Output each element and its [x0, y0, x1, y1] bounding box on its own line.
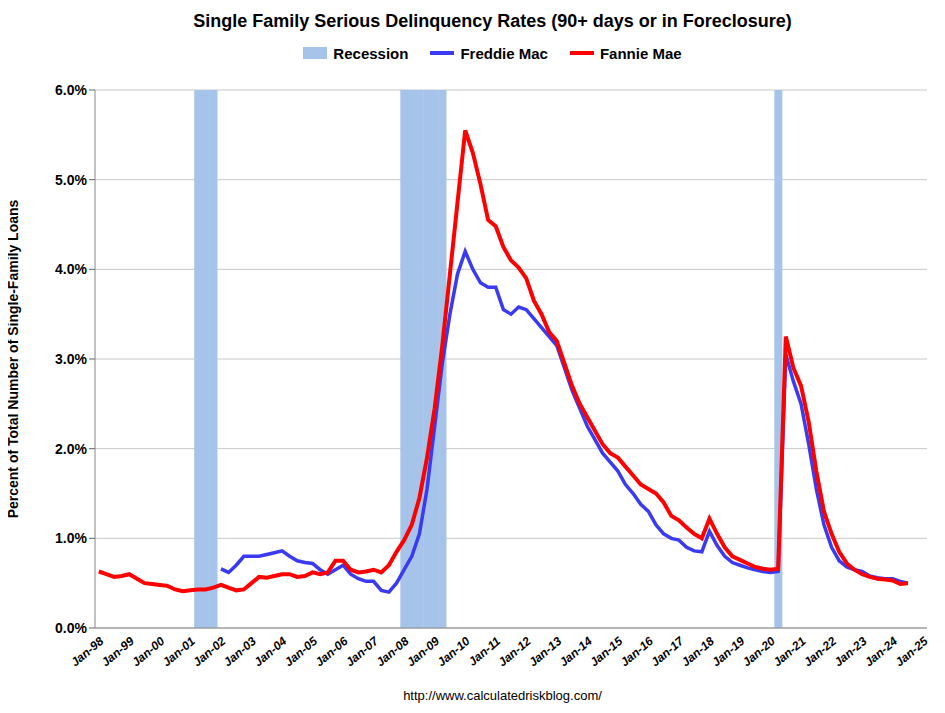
- svg-text:Jan-08: Jan-08: [373, 634, 411, 669]
- svg-text:Jan-23: Jan-23: [831, 634, 869, 669]
- svg-text:Jan-18: Jan-18: [679, 634, 717, 669]
- svg-text:0.0%: 0.0%: [55, 620, 87, 636]
- svg-text:Percent of Total Number of Sin: Percent of Total Number of Single-Family…: [8, 199, 21, 518]
- svg-text:Jan-01: Jan-01: [160, 634, 198, 669]
- svg-text:3.0%: 3.0%: [55, 351, 87, 367]
- svg-text:Jan-24: Jan-24: [862, 634, 900, 669]
- svg-text:Jan-25: Jan-25: [892, 634, 930, 669]
- svg-text:1.0%: 1.0%: [55, 530, 87, 546]
- html-text:Recession: Recession: [333, 44, 409, 62]
- svg-text:Jan-17: Jan-17: [648, 633, 687, 669]
- svg-text:Jan-03: Jan-03: [221, 634, 259, 669]
- svg-text:Jan-05: Jan-05: [282, 634, 320, 669]
- html-text:Freddie Mac: Freddie Mac: [460, 44, 548, 62]
- svg-text:Jan-12: Jan-12: [496, 634, 534, 669]
- svg-text:Jan-02: Jan-02: [190, 634, 228, 669]
- svg-text:2.0%: 2.0%: [55, 441, 87, 457]
- svg-text:Jan-10: Jan-10: [434, 634, 472, 669]
- html-text:Fannie Mae: Fannie Mae: [599, 44, 682, 62]
- svg-text:Jan-04: Jan-04: [251, 634, 289, 669]
- svg-text:Jan-11: Jan-11: [466, 634, 504, 669]
- svg-text:Jan-22: Jan-22: [801, 634, 839, 669]
- svg-text:Jan-00: Jan-00: [129, 634, 167, 669]
- html-text:http://www.calculatedriskblog.: http://www.calculatedriskblog.com/: [403, 688, 602, 703]
- svg-text:Jan-21: Jan-21: [770, 634, 808, 669]
- svg-text:Jan-99: Jan-99: [99, 634, 137, 669]
- svg-text:4.0%: 4.0%: [55, 261, 87, 277]
- svg-text:Jan-15: Jan-15: [587, 634, 625, 669]
- svg-text:Jan-19: Jan-19: [709, 634, 747, 669]
- svg-text:Jan-09: Jan-09: [404, 634, 442, 669]
- svg-text:Jan-98: Jan-98: [68, 634, 106, 669]
- svg-text:Jan-14: Jan-14: [557, 634, 595, 669]
- svg-text:Jan-16: Jan-16: [618, 634, 656, 669]
- svg-text:Jan-13: Jan-13: [526, 634, 564, 669]
- svg-text:Jan-07: Jan-07: [343, 633, 382, 669]
- html-text:Single Family Serious Delinque: Single Family Serious Delinquency Rates …: [193, 11, 792, 31]
- svg-text:5.0%: 5.0%: [55, 172, 87, 188]
- svg-text:6.0%: 6.0%: [55, 82, 87, 98]
- svg-text:Jan-06: Jan-06: [312, 634, 350, 669]
- svg-text:Jan-20: Jan-20: [740, 634, 778, 669]
